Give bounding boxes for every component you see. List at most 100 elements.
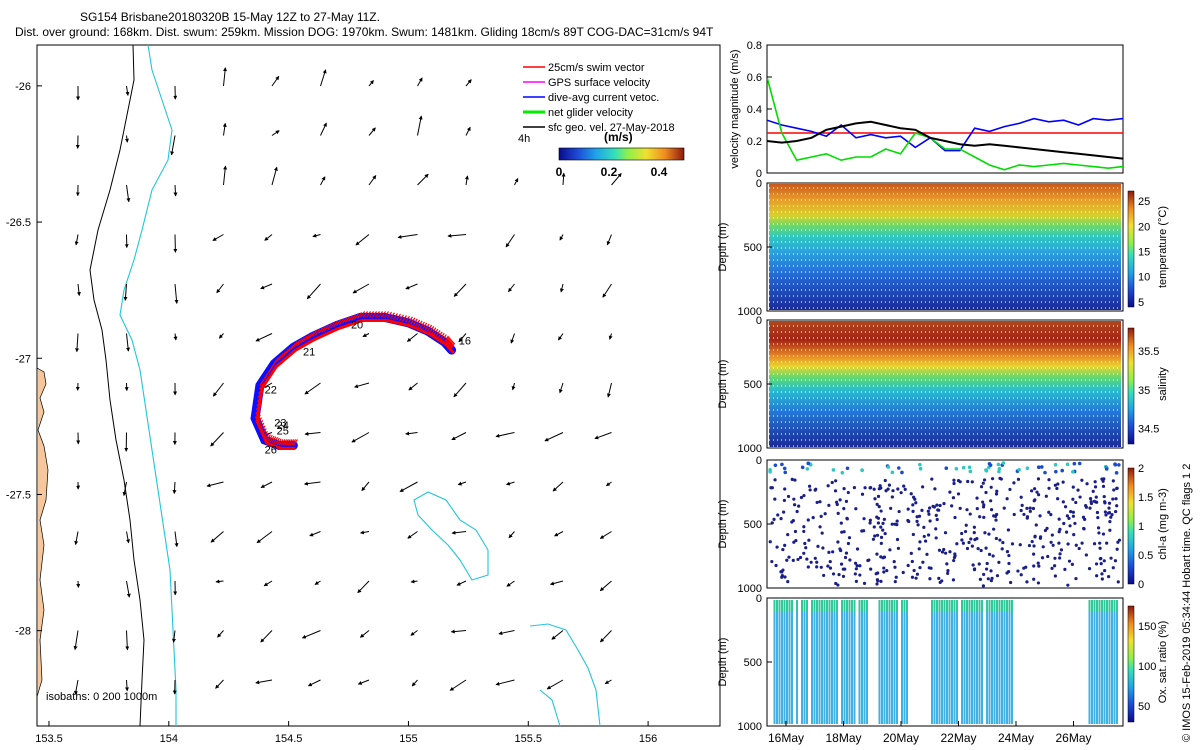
swim-vector bbox=[422, 322, 428, 330]
chl-sample bbox=[910, 575, 915, 579]
oxy-surface bbox=[806, 600, 808, 612]
colorbar-unit: (m/s) bbox=[604, 130, 633, 144]
chl-surface-sample bbox=[1071, 470, 1075, 474]
oxy-surface bbox=[938, 600, 941, 612]
chl-sample bbox=[881, 521, 885, 525]
chl-sample bbox=[926, 533, 931, 537]
section-colorbar-tick: 35 bbox=[1138, 385, 1150, 397]
chl-sample bbox=[1100, 572, 1104, 576]
section-colorbar-tick: 0.5 bbox=[1138, 550, 1153, 562]
chl-sample bbox=[1005, 497, 1009, 501]
oxy-surface bbox=[956, 600, 958, 612]
swim-vector bbox=[360, 311, 366, 318]
chl-sample bbox=[982, 478, 987, 482]
chl-sample bbox=[981, 500, 985, 504]
vel-ytick-label: 0 bbox=[756, 168, 762, 180]
chl-sample bbox=[1038, 536, 1043, 540]
swim-vector bbox=[392, 313, 398, 320]
chl-surface-sample bbox=[840, 470, 845, 475]
current-arrow bbox=[359, 630, 370, 638]
chl-sample bbox=[1006, 528, 1010, 532]
chl-surface-sample bbox=[918, 466, 923, 471]
chl-sample bbox=[791, 558, 795, 562]
chl-sample bbox=[1082, 526, 1086, 531]
current-arrow bbox=[255, 679, 273, 685]
oxy-surface bbox=[801, 600, 803, 612]
vel-series-line bbox=[767, 117, 1123, 152]
chl-sample bbox=[911, 503, 915, 507]
chl-surface-sample bbox=[1113, 462, 1118, 467]
chl-sample bbox=[1025, 580, 1029, 584]
current-arrow bbox=[505, 234, 515, 248]
map-xtick-label: 153.5 bbox=[35, 733, 63, 745]
chl-sample bbox=[876, 579, 880, 583]
track-swim-line bbox=[255, 318, 455, 450]
chl-sample bbox=[1032, 499, 1036, 503]
chl-sample bbox=[1093, 480, 1097, 484]
chl-sample bbox=[1019, 508, 1023, 513]
oxy-surface bbox=[963, 600, 966, 612]
chl-sample bbox=[1033, 487, 1037, 491]
chl-sample bbox=[1008, 487, 1012, 492]
current-arrow bbox=[511, 382, 516, 391]
oxy-profile bbox=[1001, 600, 1003, 724]
chl-sample bbox=[1016, 569, 1020, 573]
chl-sample bbox=[782, 510, 786, 514]
chl-surface-sample bbox=[944, 466, 949, 471]
section-oxygen: 0 500 1000 Depth (m) 50 100 150 Ox. sat. ratio … bbox=[717, 593, 1169, 745]
current-arrow bbox=[126, 580, 131, 598]
oxy-profile bbox=[1098, 600, 1101, 724]
chl-sample bbox=[838, 498, 842, 502]
swim-vector bbox=[278, 439, 284, 446]
map-ytick-label: -27.5 bbox=[6, 489, 31, 501]
section-colorbar-tick: 25 bbox=[1138, 196, 1150, 208]
swim-vector bbox=[407, 316, 413, 324]
chl-sample bbox=[1099, 562, 1103, 566]
oxy-profile bbox=[951, 600, 953, 724]
chl-sample bbox=[915, 572, 920, 576]
current-arrow bbox=[447, 233, 467, 238]
oxy-surface bbox=[791, 600, 793, 612]
chl-sample bbox=[879, 579, 883, 583]
chl-sample bbox=[913, 497, 917, 501]
oxy-profile bbox=[1008, 600, 1011, 724]
oxy-profile bbox=[1096, 600, 1098, 724]
chl-sample bbox=[796, 557, 800, 562]
chl-sample bbox=[1050, 566, 1054, 570]
chl-sample bbox=[1057, 517, 1061, 521]
chl-sample bbox=[951, 496, 956, 500]
oxy-profile bbox=[788, 600, 791, 724]
swim-vector bbox=[302, 335, 308, 343]
chl-sample bbox=[1019, 573, 1023, 577]
chart-title-line2: Dist. over ground: 168km. Dist. swum: 25… bbox=[15, 25, 714, 39]
oxy-profile bbox=[971, 600, 973, 724]
swim-vector bbox=[269, 435, 275, 443]
current-arrow bbox=[406, 333, 418, 342]
chl-sample bbox=[1032, 564, 1036, 568]
chl-sample bbox=[1058, 552, 1062, 556]
chl-sample bbox=[992, 527, 996, 531]
oxy-surface bbox=[903, 600, 906, 612]
map-ytick-label: -27 bbox=[15, 353, 31, 365]
oxy-surface bbox=[901, 600, 903, 612]
swim-vector bbox=[309, 331, 315, 339]
section-ylabel: Depth (m) bbox=[717, 223, 729, 272]
chl-sample bbox=[917, 547, 921, 551]
oxy-profile bbox=[946, 600, 948, 724]
chl-sample bbox=[921, 485, 925, 489]
chl-sample bbox=[1068, 524, 1072, 528]
chl-sample bbox=[921, 560, 925, 564]
chl-sample bbox=[1053, 483, 1057, 487]
oxy-surface bbox=[813, 600, 816, 612]
current-arrow bbox=[74, 531, 79, 546]
swim-vector bbox=[333, 320, 339, 328]
chl-sample bbox=[1032, 577, 1036, 581]
current-arrow bbox=[126, 333, 131, 352]
chl-sample bbox=[1067, 516, 1071, 520]
oxy-profile bbox=[1091, 600, 1093, 724]
chl-sample bbox=[1093, 485, 1098, 489]
oxy-surface bbox=[1091, 600, 1093, 612]
chl-sample bbox=[952, 481, 956, 486]
current-arrow bbox=[465, 79, 472, 87]
